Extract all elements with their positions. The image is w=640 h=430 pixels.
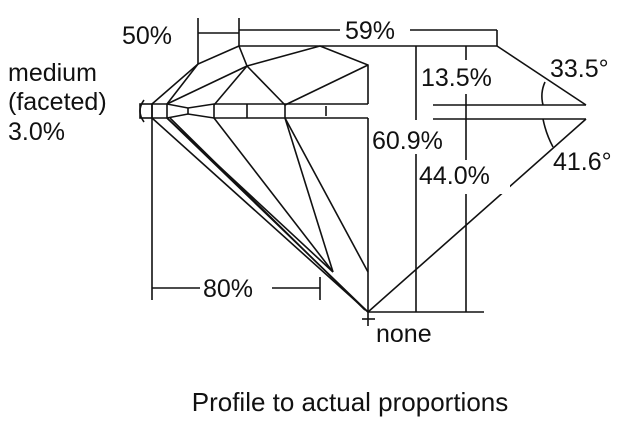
crown-angle-label: 33.5° [550,55,609,83]
girdle-type-label: (faceted) [8,88,107,116]
diamond-outline [139,45,587,326]
total-depth-label: 60.9% [372,127,443,155]
culet-size-label: medium [8,59,97,87]
culet-label: none [376,320,432,348]
dimension-lines [151,18,587,313]
pavilion-depth-label: 44.0% [419,162,490,190]
girdle-thickness-label: 3.0% [8,118,65,146]
crown-height-label: 50% [122,22,172,50]
lower-half-label: 80% [203,275,253,303]
pavilion-angle-label: 41.6° [553,148,612,176]
table-label: 59% [345,17,395,45]
crown-height-pct-label: 13.5% [421,64,492,92]
diagram-caption: Profile to actual proportions [192,387,509,417]
